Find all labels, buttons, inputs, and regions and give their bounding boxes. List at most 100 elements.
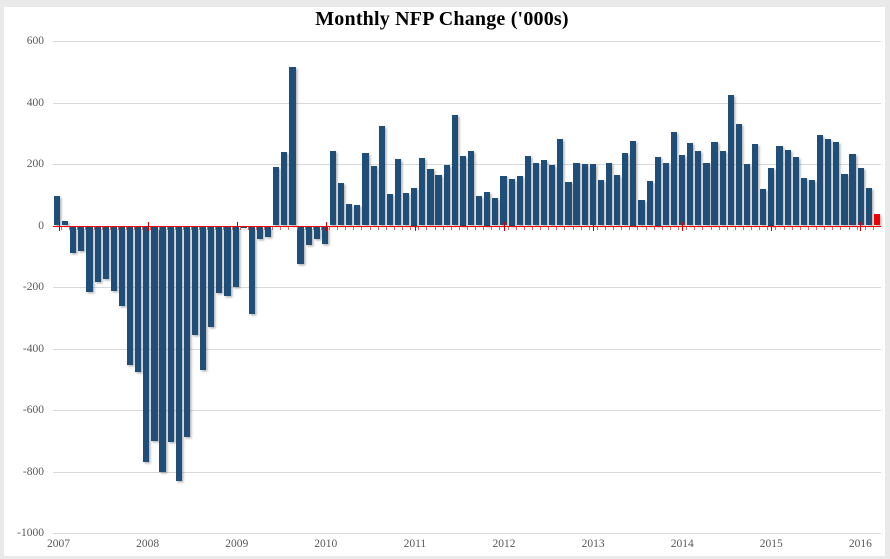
bar [849, 153, 856, 226]
bar [646, 181, 653, 226]
bar [102, 226, 109, 280]
axis-tick-year [593, 222, 595, 231]
bar [727, 95, 734, 226]
bar [703, 163, 710, 226]
bar [394, 158, 402, 226]
x-axis-label-2013: 2013 [581, 538, 605, 550]
bar [427, 169, 434, 226]
bar [273, 167, 280, 226]
bar [53, 195, 61, 226]
axis-tick-month [329, 227, 330, 230]
bar [232, 226, 239, 288]
axis-tick-month [402, 227, 404, 230]
bar [557, 139, 564, 226]
bar [516, 175, 523, 226]
axis-tick-month [109, 227, 111, 230]
bar [313, 226, 320, 240]
axis-tick-month [726, 227, 728, 230]
axis-tick-month [280, 227, 282, 230]
bar [484, 191, 491, 226]
axis-tick-month [694, 227, 696, 230]
bar [695, 150, 702, 226]
axis-tick-month [418, 227, 420, 230]
zero-axis-line [53, 225, 881, 227]
bar [338, 183, 345, 226]
bar [435, 175, 442, 226]
bar [78, 226, 85, 252]
axis-tick-month [304, 227, 306, 230]
axis-tick-month [564, 227, 566, 230]
axis-tick-month [531, 227, 533, 230]
axis-tick-month [702, 227, 704, 230]
bar [541, 159, 548, 226]
gridline--1000 [53, 533, 881, 534]
axis-tick-month [572, 227, 574, 230]
axis-tick-month [491, 227, 493, 230]
axis-tick-month [215, 227, 217, 230]
axis-tick-month [816, 227, 818, 230]
bar-latest-highlight [873, 213, 881, 226]
bar [776, 145, 783, 226]
axis-tick-year [860, 222, 862, 231]
frame-edge-right [885, 0, 890, 559]
axis-tick-month [499, 227, 501, 230]
axis-tick-month [556, 227, 558, 230]
axis-tick-month [743, 227, 744, 230]
bar [614, 175, 621, 226]
axis-tick-year [147, 222, 149, 231]
bar [476, 195, 483, 226]
axis-tick-month [653, 227, 655, 230]
bar [492, 198, 499, 226]
axis-tick-month [467, 227, 468, 230]
axis-tick-month [182, 227, 184, 230]
axis-tick-month [580, 227, 582, 230]
axis-tick-year [58, 222, 60, 231]
bar [183, 226, 191, 437]
axis-tick-month [174, 227, 176, 230]
axis-tick-month [393, 227, 395, 230]
axis-tick-month [523, 227, 525, 230]
axis-tick-month [872, 227, 874, 230]
axis-tick-month [410, 227, 412, 230]
bar [768, 168, 775, 226]
bar [605, 163, 613, 226]
axis-tick-month [734, 227, 736, 230]
gridline-200 [53, 164, 881, 165]
axis-tick-month [264, 227, 266, 230]
axis-tick-month [337, 227, 339, 230]
axis-tick-year [236, 222, 238, 231]
x-axis-label-2016: 2016 [848, 538, 872, 550]
bar [451, 114, 458, 226]
x-axis-label-2015: 2015 [759, 538, 783, 550]
frame-edge-top [0, 0, 890, 7]
bar [597, 179, 605, 226]
axis-tick-month [117, 227, 119, 230]
bar [191, 226, 199, 336]
frame-edge-left [0, 0, 4, 559]
axis-tick-month [718, 227, 720, 230]
axis-tick-month [751, 227, 753, 230]
axis-tick-month [377, 227, 379, 230]
axis-tick-month [669, 227, 671, 230]
axis-tick-month [296, 227, 298, 230]
axis-tick-month [288, 227, 290, 230]
bar [443, 165, 450, 226]
bar [752, 143, 759, 226]
frame-edge-bottom [0, 556, 890, 559]
axis-tick-month [840, 227, 842, 230]
bar [135, 226, 142, 373]
bar [711, 142, 718, 226]
axis-tick-month [312, 227, 314, 230]
bar [524, 156, 531, 226]
x-axis-label-2011: 2011 [403, 538, 427, 550]
bar [143, 226, 150, 462]
bar [784, 150, 791, 226]
axis-tick-month [848, 227, 850, 230]
gridline--400 [53, 348, 881, 350]
axis-tick-month [272, 227, 274, 230]
bar [825, 139, 832, 226]
axis-tick-month [142, 227, 144, 230]
axis-tick-month [832, 227, 834, 230]
bar [743, 163, 751, 226]
